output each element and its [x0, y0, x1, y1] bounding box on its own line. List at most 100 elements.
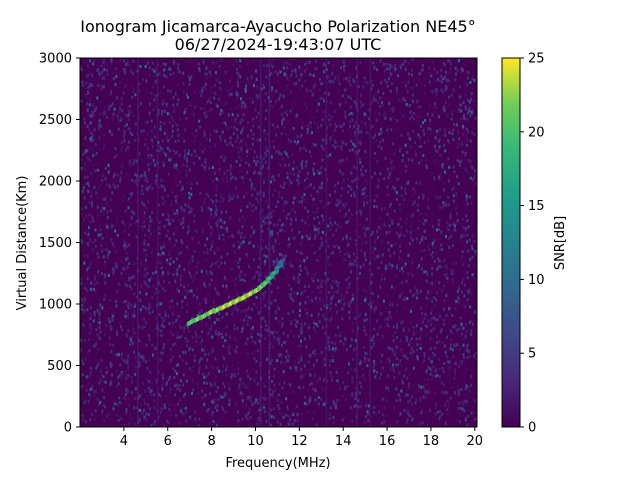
noise-cell	[282, 117, 285, 121]
noise-cell	[429, 372, 432, 376]
noise-cell	[349, 83, 352, 87]
noise-cell	[214, 287, 217, 291]
noise-cell	[215, 193, 218, 197]
noise-cell	[144, 267, 147, 271]
noise-cell	[246, 322, 249, 326]
noise-cell	[161, 102, 164, 106]
noise-cell	[407, 80, 410, 84]
noise-cell	[143, 324, 146, 328]
noise-cell	[465, 194, 468, 198]
noise-cell	[364, 169, 367, 173]
noise-cell	[140, 262, 143, 266]
noise-cell	[201, 408, 204, 412]
noise-cell	[281, 324, 283, 328]
noise-cell	[338, 201, 341, 205]
noise-cell	[175, 333, 178, 337]
noise-cell	[457, 296, 459, 299]
noise-cell	[258, 191, 261, 195]
noise-cell	[150, 393, 153, 397]
noise-cell	[365, 179, 367, 183]
noise-cell	[338, 224, 341, 228]
noise-cell	[153, 393, 156, 397]
noise-cell	[378, 225, 380, 229]
noise-cell	[354, 121, 357, 125]
noise-cell	[381, 421, 383, 425]
noise-cell	[323, 110, 326, 114]
noise-cell	[395, 176, 398, 180]
noise-cell	[162, 160, 165, 164]
noise-cell	[286, 298, 289, 302]
noise-cell	[252, 208, 255, 212]
noise-cell	[276, 258, 278, 261]
noise-cell	[354, 391, 357, 395]
noise-cell	[215, 306, 218, 309]
noise-cell	[200, 89, 203, 93]
noise-cell	[388, 359, 391, 363]
noise-cell	[110, 267, 112, 271]
noise-cell	[194, 410, 197, 414]
noise-cell	[438, 345, 441, 348]
noise-cell	[288, 284, 290, 287]
noise-cell	[245, 142, 247, 146]
noise-cell	[318, 221, 321, 225]
noise-cell	[416, 357, 419, 361]
noise-cell	[147, 61, 149, 65]
noise-cell	[92, 238, 95, 242]
noise-cell	[159, 125, 162, 129]
noise-cell	[329, 306, 332, 310]
noise-cell	[261, 223, 264, 227]
noise-cell	[416, 355, 419, 359]
noise-cell	[328, 412, 331, 416]
noise-cell	[214, 330, 217, 333]
noise-cell	[227, 345, 230, 349]
noise-cell	[426, 205, 429, 209]
noise-cell	[409, 349, 412, 353]
noise-cell	[267, 205, 270, 209]
noise-cell	[159, 284, 162, 288]
noise-cell	[92, 127, 95, 131]
noise-cell	[272, 390, 275, 394]
noise-cell	[122, 139, 124, 143]
noise-cell	[471, 233, 474, 237]
noise-cell	[371, 83, 374, 87]
noise-cell	[146, 120, 149, 124]
noise-cell	[98, 326, 101, 330]
noise-cell	[261, 141, 264, 145]
noise-cell	[457, 301, 460, 304]
noise-cell	[225, 101, 228, 105]
noise-cell	[240, 97, 243, 101]
noise-cell	[88, 240, 91, 243]
noise-cell	[375, 237, 378, 241]
noise-cell	[205, 110, 207, 114]
noise-cell	[443, 109, 446, 113]
noise-cell	[213, 251, 216, 255]
noise-cell	[357, 124, 360, 128]
noise-cell	[265, 419, 268, 423]
noise-cell	[363, 112, 366, 116]
noise-cell	[350, 338, 353, 342]
noise-cell	[334, 333, 337, 337]
noise-cell	[159, 358, 162, 362]
noise-cell	[207, 99, 210, 103]
noise-cell	[407, 311, 410, 315]
noise-cell	[403, 234, 406, 238]
noise-cell	[469, 176, 472, 180]
noise-cell	[223, 394, 226, 398]
noise-cell	[140, 284, 143, 288]
noise-cell	[140, 393, 143, 397]
noise-cell	[172, 96, 175, 100]
noise-cell	[440, 365, 443, 369]
noise-cell	[301, 200, 303, 204]
noise-cell	[162, 62, 165, 66]
noise-cell	[100, 64, 103, 68]
noise-cell	[88, 178, 91, 182]
noise-cell	[433, 159, 436, 163]
noise-cell	[150, 423, 153, 427]
noise-cell	[442, 182, 445, 185]
noise-cell	[139, 346, 142, 350]
noise-cell	[313, 162, 316, 166]
noise-cell	[159, 407, 162, 411]
noise-cell	[201, 348, 203, 352]
noise-cell	[444, 403, 447, 407]
noise-cell	[335, 280, 338, 284]
